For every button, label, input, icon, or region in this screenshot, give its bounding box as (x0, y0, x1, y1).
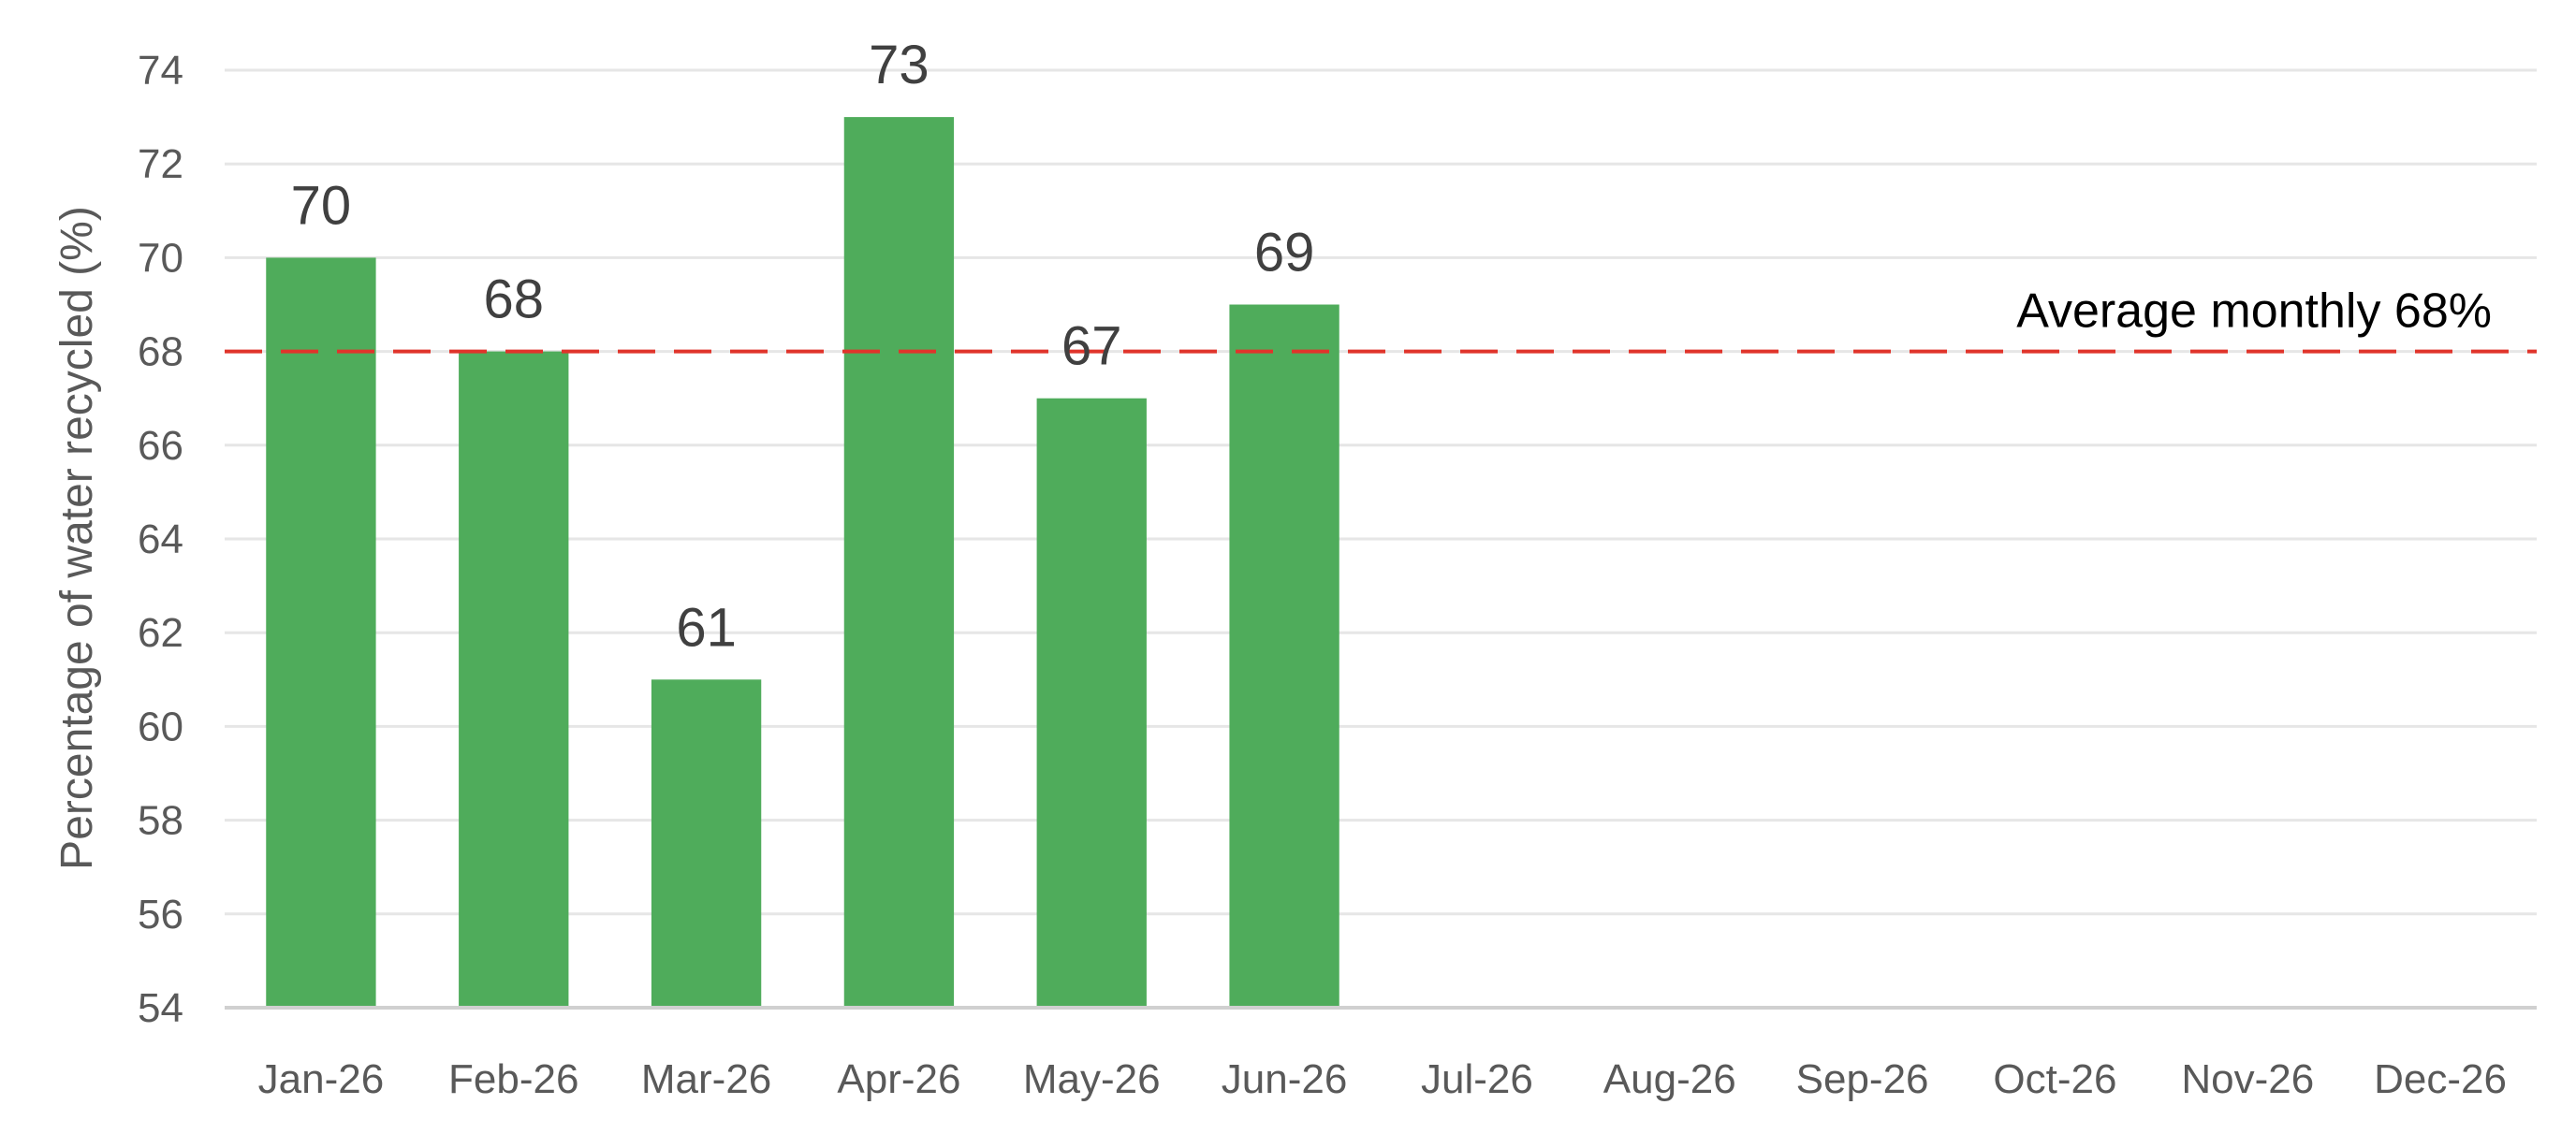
x-tick-label: Aug-26 (1603, 1056, 1736, 1102)
x-tick-label: Jul-26 (1421, 1056, 1533, 1102)
x-tick-label: Dec-26 (2374, 1056, 2507, 1102)
x-tick-label: Jun-26 (1222, 1056, 1348, 1102)
y-tick-label: 66 (138, 423, 183, 469)
y-tick-label: 70 (138, 235, 183, 281)
y-tick-label: 74 (138, 48, 183, 94)
y-tick-label: 62 (138, 610, 183, 656)
y-tick-label: 58 (138, 798, 183, 844)
x-tick-label: Sep-26 (1796, 1056, 1929, 1102)
x-tick-label: Oct-26 (1993, 1056, 2116, 1102)
y-tick-label: 56 (138, 892, 183, 938)
data-label: 68 (483, 269, 544, 330)
data-label: 70 (291, 175, 352, 236)
x-tick-label: Feb-26 (448, 1056, 578, 1102)
y-tick-label: 72 (138, 141, 183, 187)
y-axis-title: Percentage of water recycled (%) (52, 206, 102, 870)
gridlines (225, 68, 2537, 916)
data-label: 69 (1254, 223, 1315, 284)
data-label: 73 (869, 35, 929, 95)
bar-may-26 (1036, 398, 1147, 1008)
x-tick-label: Nov-26 (2181, 1056, 2314, 1102)
bars (266, 117, 1339, 1009)
x-tick-label: Jan-26 (258, 1056, 385, 1102)
bar-apr-26 (843, 117, 955, 1009)
data-label: 61 (676, 597, 737, 658)
x-tick-label: Apr-26 (837, 1056, 960, 1102)
y-tick-label: 60 (138, 704, 183, 749)
y-tick-label: 68 (138, 329, 183, 375)
labels: 54 56 58 60 62 64 66 68 70 72 74 70 Jan-26 68 Feb-26 61… (138, 35, 2507, 1102)
bar-jan-26 (266, 257, 376, 1008)
data-label: 67 (1061, 316, 1122, 377)
average-line-label: Average monthly 68% (2016, 284, 2492, 339)
x-tick-label: May-26 (1023, 1056, 1161, 1102)
bar-jun-26 (1229, 304, 1339, 1008)
bar-mar-26 (651, 679, 762, 1008)
y-tick-label: 54 (138, 985, 183, 1031)
bar-feb-26 (459, 351, 569, 1009)
y-tick-label: 64 (138, 516, 183, 562)
x-tick-label: Mar-26 (641, 1056, 771, 1102)
